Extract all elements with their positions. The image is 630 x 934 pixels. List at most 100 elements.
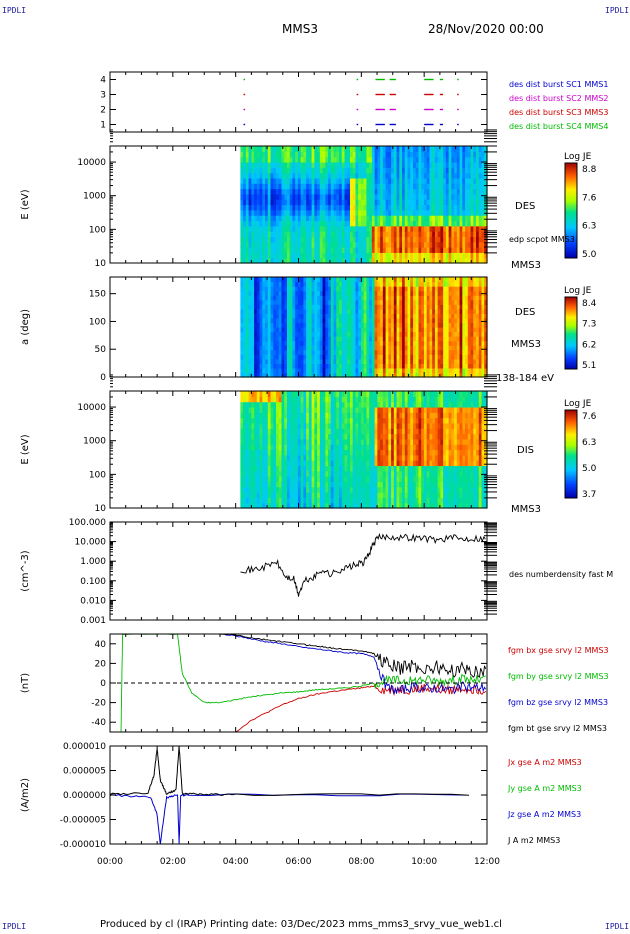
heatmap-cell: [347, 476, 351, 483]
heatmap-cell: [432, 277, 436, 283]
heatmap-cell: [467, 372, 472, 378]
heatmap-cell: [418, 225, 422, 232]
heatmap-cell: [251, 460, 255, 467]
heatmap-cell: [385, 188, 389, 195]
heatmap-cell: [456, 322, 461, 328]
heatmap-cell: [333, 290, 337, 296]
heatmap-cell: [336, 428, 340, 435]
heatmap-cell: [284, 449, 288, 456]
heatmap-cell: [407, 286, 411, 292]
heatmap-cell: [473, 363, 477, 369]
heatmap-cell: [437, 209, 442, 216]
heatmap-cell: [423, 204, 428, 211]
heatmap-cell: [281, 156, 285, 163]
heatmap-cell: [267, 331, 272, 337]
heatmap-cell: [385, 295, 389, 301]
heatmap-cell: [481, 225, 485, 232]
heatmap-cell: [426, 277, 431, 283]
heatmap-cell: [429, 220, 433, 227]
heatmap-cell: [308, 286, 313, 292]
heatmap-cell: [262, 412, 266, 419]
heatmap-cell: [286, 417, 291, 424]
heatmap-cell: [481, 236, 485, 243]
heatmap-cell: [355, 497, 359, 504]
heatmap-cell: [347, 391, 351, 397]
heatmap-cell: [259, 354, 263, 360]
heatmap-cell: [363, 367, 368, 374]
heatmap-cell: [382, 236, 387, 243]
heatmap-cell: [415, 349, 420, 355]
heatmap-cell: [366, 438, 370, 445]
heatmap-cell: [377, 161, 381, 168]
heatmap-cell: [473, 199, 477, 206]
heatmap-cell: [297, 156, 302, 163]
heatmap-cell: [402, 327, 406, 333]
heatmap-cell: [454, 220, 458, 227]
heatmap-cell: [341, 199, 346, 206]
heatmap-cell: [371, 336, 376, 342]
heatmap-cell: [328, 497, 332, 504]
heatmap-cell: [407, 204, 411, 211]
heatmap-cell: [267, 177, 272, 184]
heatmap-cell: [432, 358, 436, 364]
heatmap-cell: [311, 396, 315, 403]
heatmap-cell: [278, 193, 283, 200]
heatmap-cell: [276, 209, 280, 216]
heatmap-cell: [339, 502, 343, 509]
heatmap-cell: [245, 460, 250, 467]
heatmap-cell: [391, 151, 395, 158]
heatmap-cell: [256, 167, 261, 174]
heatmap-cell: [418, 358, 422, 364]
heatmap-cell: [248, 257, 252, 264]
heatmap-cell: [360, 391, 365, 397]
heatmap-cell: [347, 322, 351, 328]
heatmap-cell: [243, 444, 247, 451]
heatmap-cell: [366, 327, 370, 333]
heatmap-cell: [410, 290, 414, 296]
heatmap-cell: [297, 183, 302, 190]
heatmap-cell: [429, 247, 433, 253]
heatmap-cell: [349, 492, 354, 498]
heatmap-cell: [456, 358, 461, 364]
heatmap-cell: [380, 295, 384, 301]
heatmap-cell: [328, 313, 332, 319]
heatmap-cell: [360, 183, 365, 190]
heatmap-cell: [303, 215, 307, 222]
heatmap-cell: [286, 290, 291, 296]
heatmap-cell: [382, 257, 387, 264]
heatmap-cell: [347, 156, 351, 163]
heatmap-cell: [270, 295, 274, 301]
corner-label-top-left: IPDLI: [2, 6, 27, 15]
heatmap-cell: [399, 252, 403, 259]
heatmap-cell: [423, 372, 428, 378]
heatmap-cell: [352, 151, 357, 158]
heatmap-cell: [292, 295, 296, 301]
heatmap-cell: [437, 204, 442, 211]
heatmap-cell: [328, 220, 332, 227]
heatmap-cell: [465, 299, 469, 305]
heatmap-cell: [481, 336, 485, 342]
heatmap-cell: [399, 241, 403, 248]
heatmap-cell: [251, 290, 255, 296]
heatmap-cell: [440, 225, 444, 232]
heatmap-cell: [476, 331, 480, 337]
heatmap-cell: [476, 336, 480, 342]
heatmap-cell: [349, 247, 354, 253]
heatmap-cell: [265, 481, 269, 488]
heatmap-cell: [336, 146, 340, 152]
heatmap-cell: [325, 204, 329, 211]
heatmap-cell: [245, 151, 250, 158]
heatmap-cell: [366, 465, 370, 472]
heatmap-cell: [317, 358, 321, 364]
heatmap-cell: [470, 236, 474, 243]
heatmap-cell: [454, 183, 458, 190]
heatmap-cell: [355, 172, 359, 179]
heatmap-cell: [270, 322, 274, 328]
heatmap-cell: [385, 236, 389, 243]
heatmap-cell: [330, 454, 335, 461]
heatmap-cell: [421, 151, 425, 158]
heatmap-cell: [426, 281, 431, 287]
heatmap-cell: [341, 372, 346, 378]
heatmap-cell: [413, 231, 417, 238]
heatmap-cell: [393, 363, 398, 369]
